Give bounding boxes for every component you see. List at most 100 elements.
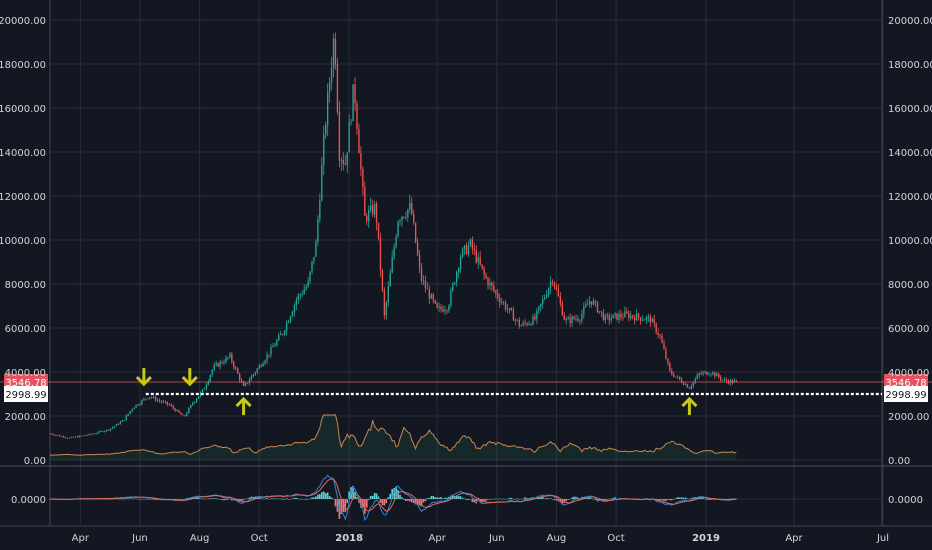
macd-histogram-bar <box>571 497 573 499</box>
macd-histogram-bar <box>416 499 419 505</box>
price-tick-right: 16000.00 <box>888 104 932 115</box>
candle-body <box>137 404 139 406</box>
candle-body <box>612 314 614 319</box>
macd-histogram-bar <box>463 498 466 500</box>
macd-histogram-bar <box>518 499 521 500</box>
candle-body <box>211 369 213 375</box>
macd-histogram-bar <box>672 499 675 500</box>
macd-histogram-bar <box>203 498 206 500</box>
candle-body <box>661 335 663 343</box>
candle-body <box>477 257 479 263</box>
candle-body <box>301 294 303 295</box>
candle-body <box>317 219 319 242</box>
candle-body <box>725 379 728 382</box>
candle-body <box>502 302 505 304</box>
candle-body <box>227 357 229 359</box>
candle-body <box>166 401 169 405</box>
macd-histogram-bar <box>424 499 427 502</box>
candle-body <box>487 278 489 286</box>
candle-body <box>704 371 706 373</box>
candle-body <box>125 415 127 421</box>
candle-body <box>113 426 116 428</box>
macd-histogram-bar <box>604 499 607 501</box>
candle-body <box>250 376 253 381</box>
candle-body <box>90 434 92 435</box>
candle-body <box>328 82 331 93</box>
price-tick-right: 2000.00 <box>888 412 929 423</box>
candle-body <box>561 303 563 316</box>
candle-body <box>628 313 630 319</box>
macd-histogram-bar <box>262 498 264 500</box>
candle-body <box>377 222 380 239</box>
current-price-tag-left-bg <box>4 373 48 390</box>
candle-body <box>680 379 683 383</box>
macd-histogram-bar <box>399 494 401 499</box>
candle-body <box>565 319 567 321</box>
candle-body <box>223 362 225 364</box>
time-tick: Apr <box>72 533 90 544</box>
macd-histogram-bar <box>125 498 128 500</box>
current-price-tag-right-bg <box>884 373 928 390</box>
candle-body <box>610 318 612 321</box>
candle-body <box>692 382 694 387</box>
candle-body <box>424 280 427 289</box>
candle-body <box>145 398 147 400</box>
candle-body <box>387 286 389 303</box>
macd-histogram-bar <box>209 498 212 499</box>
macd-histogram-bar <box>385 499 388 504</box>
macd-histogram-bar <box>195 497 198 499</box>
candle-body <box>524 322 526 324</box>
candle-body <box>295 299 298 305</box>
candle-body <box>620 313 622 317</box>
macd-histogram-bar <box>569 499 571 500</box>
macd-histogram-bar <box>391 489 393 499</box>
macd-histogram-bar <box>487 499 489 500</box>
candle-body <box>608 315 610 321</box>
candle-body <box>326 92 329 126</box>
candle-body <box>375 203 378 223</box>
candle-body <box>334 38 337 65</box>
candle-body <box>657 332 659 335</box>
candle-body <box>332 38 335 69</box>
price-tick-right: 8000.00 <box>888 280 929 291</box>
macd-histogram-bar <box>248 497 251 499</box>
macd-histogram-bar <box>491 498 493 500</box>
macd-histogram-bar <box>457 496 460 499</box>
candle-body <box>264 360 266 364</box>
candle-body <box>438 306 440 308</box>
candle-body <box>649 316 651 323</box>
macd-histogram-bar <box>594 499 597 501</box>
candle-body <box>645 317 648 320</box>
macd-histogram-bar <box>303 499 305 500</box>
macd-histogram-bar <box>692 497 695 499</box>
candle-body <box>262 363 264 367</box>
candle-body <box>710 373 712 375</box>
candle-body <box>508 308 511 310</box>
candle-body <box>168 404 170 406</box>
candle-body <box>338 111 341 161</box>
candle-body <box>571 316 573 324</box>
macd-histogram-bar <box>469 499 472 500</box>
macd-histogram-bar <box>473 499 476 503</box>
macd-histogram-bar <box>152 499 155 500</box>
candle-body <box>354 84 356 104</box>
macd-histogram-bar <box>101 499 104 500</box>
macd-histogram-bar <box>678 497 681 499</box>
price-tick-left: 20000.00 <box>0 16 46 27</box>
candle-body <box>463 245 466 249</box>
macd-histogram-bar <box>369 495 372 499</box>
macd-histogram-bar <box>563 499 566 503</box>
macd-histogram-bar <box>541 497 544 499</box>
macd-histogram-bar <box>270 498 272 499</box>
macd-histogram-bar <box>115 498 118 500</box>
macd-histogram-bar <box>105 498 108 500</box>
candle-body <box>297 295 300 300</box>
macd-histogram-bar <box>330 497 333 499</box>
macd-histogram-bar <box>592 498 595 500</box>
candle-body <box>360 153 362 169</box>
candle-body <box>94 433 96 435</box>
annotation-arrows <box>135 368 698 416</box>
macd-histogram-bar <box>371 495 374 499</box>
